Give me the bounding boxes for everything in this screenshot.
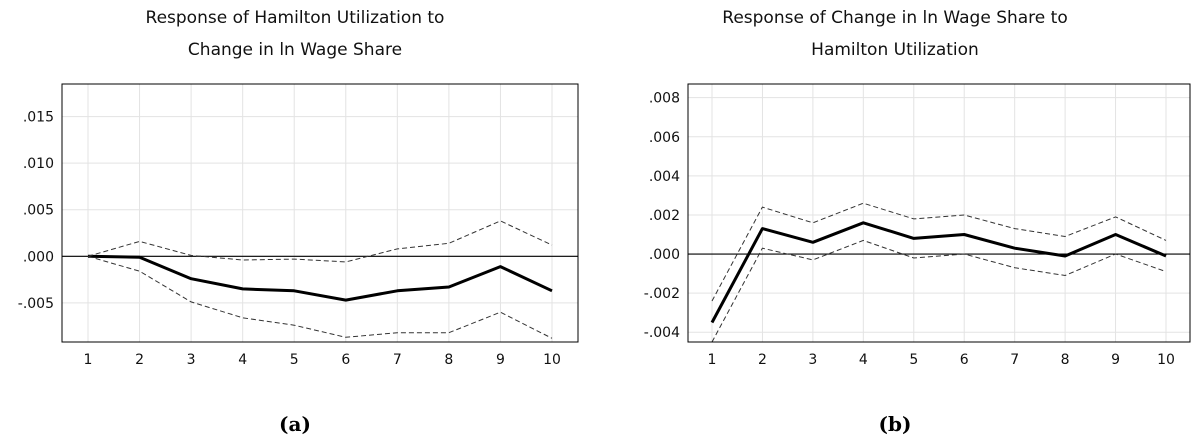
series-line-lower-band [87,255,553,339]
plot-frame [61,83,579,343]
y-tick-label: .005 [23,203,54,219]
y-tick-label: .010 [23,156,54,172]
chart-panel-a: Response of Hamilton Utilization to Chan… [0,0,590,444]
series-line-response [710,221,1167,324]
chart-title-line-2: Change in ln Wage Share [187,40,403,60]
y-tick-label: -.005 [18,296,54,312]
series-line-upper-band [87,220,553,263]
plot-frame [687,83,1191,343]
y-tick-label: .004 [649,169,680,185]
chart-panel-b: Response of Change in ln Wage Share to H… [600,0,1191,444]
y-tick-label: -.002 [644,286,680,302]
chart-title-line-1: Response of Change in ln Wage Share to [722,8,1068,28]
y-tick-label: .000 [23,249,54,265]
x-tick-label: 6 [960,352,969,368]
y-tick-label: .015 [23,110,54,126]
x-tick-label: 4 [859,352,868,368]
x-tick-label: 9 [496,352,505,368]
x-tick-label: 1 [84,352,93,368]
x-tick-label: 8 [1061,352,1070,368]
x-tick-label: 10 [543,352,561,368]
x-tick-label: 3 [808,352,817,368]
x-tick-label: 7 [1010,352,1019,368]
x-tick-label: 5 [290,352,299,368]
impulse-response-chart-a: -.005 .000 .005 .010 .015 1 2 3 4 5 6 7 8 9 10 [18,83,579,368]
panel-label: (b) [878,412,912,436]
series-line-response [87,254,553,302]
x-tick-label: 1 [708,352,717,368]
x-tick-label: 9 [1111,352,1120,368]
impulse-response-chart-b: -.004 -.002 .000 .002 .004 .006 .008 1 2 3 4 5 6 7 8 9 1… [644,83,1191,368]
x-tick-label: 7 [393,352,402,368]
y-tick-label: .002 [649,208,680,224]
y-tick-label: .006 [649,130,680,146]
x-tick-label: 2 [135,352,144,368]
y-tick-label: .000 [649,247,680,263]
y-tick-label: .008 [649,91,680,107]
x-tick-label: 3 [187,352,196,368]
chart-title-line-2: Hamilton Utilization [811,40,979,60]
x-tick-label: 10 [1157,352,1175,368]
series-line-lower-band [711,239,1167,343]
x-tick-label: 4 [238,352,247,368]
x-tick-label: 6 [341,352,350,368]
chart-title-line-1: Response of Hamilton Utilization to [145,8,445,28]
x-tick-label: 8 [444,352,453,368]
panel-label: (a) [279,412,311,436]
y-tick-label: -.004 [644,325,680,341]
series-line-upper-band [711,202,1167,302]
x-tick-label: 2 [758,352,767,368]
x-tick-label: 5 [909,352,918,368]
